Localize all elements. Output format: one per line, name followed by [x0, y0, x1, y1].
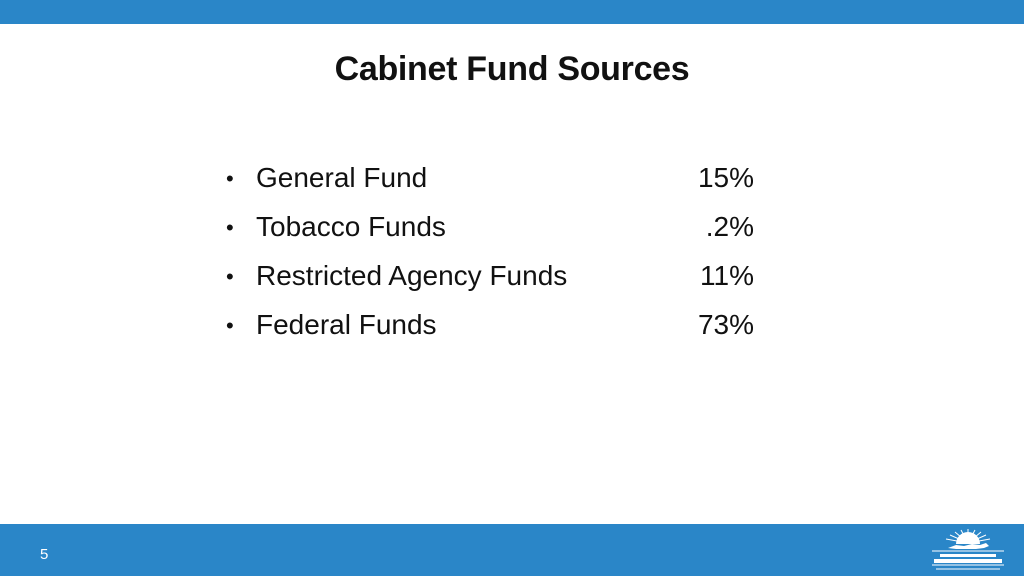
bullet-icon: •: [226, 166, 234, 191]
bullet-icon: •: [226, 313, 234, 338]
fund-percentage: 15%: [697, 162, 754, 193]
fund-sources-list: • General Fund 15% • Tobacco Funds .2% •…: [226, 162, 756, 358]
fund-label: Tobacco Funds: [256, 211, 446, 242]
bullet-icon: •: [226, 215, 234, 240]
fund-percentage: 73%: [697, 309, 754, 340]
fund-percentage: 11%: [700, 260, 754, 291]
bottom-footer-bar: [0, 524, 1024, 576]
list-item: • Restricted Agency Funds 11%: [226, 260, 756, 309]
fund-label: General Fund: [256, 162, 428, 193]
top-accent-bar: [0, 0, 1024, 24]
page-number: 5: [40, 546, 49, 563]
bullet-icon: •: [226, 264, 234, 289]
fund-label: Restricted Agency Funds: [256, 260, 568, 291]
list-item: • General Fund 15%: [226, 162, 756, 211]
slide-title: Cabinet Fund Sources: [334, 50, 690, 88]
sunrise-state-logo-icon: [932, 529, 1004, 570]
fund-percentage: .2%: [705, 211, 754, 242]
list-item: • Federal Funds 73%: [226, 309, 756, 358]
list-item: • Tobacco Funds .2%: [226, 211, 756, 260]
fund-label: Federal Funds: [256, 309, 437, 340]
